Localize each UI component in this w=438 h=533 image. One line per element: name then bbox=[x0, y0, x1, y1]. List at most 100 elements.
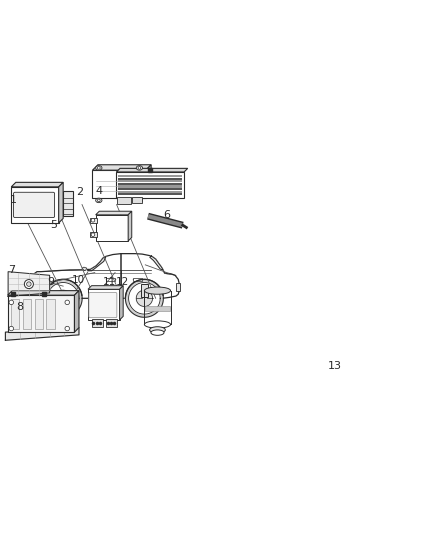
FancyBboxPatch shape bbox=[326, 318, 344, 328]
Text: 2: 2 bbox=[76, 187, 83, 197]
Ellipse shape bbox=[95, 166, 102, 170]
Bar bbox=[248, 314, 254, 321]
Ellipse shape bbox=[332, 306, 339, 315]
Bar bbox=[230, 287, 254, 316]
FancyBboxPatch shape bbox=[89, 293, 117, 318]
Polygon shape bbox=[88, 286, 123, 289]
Circle shape bbox=[65, 300, 70, 305]
Bar bbox=[259, 314, 265, 321]
Circle shape bbox=[9, 326, 14, 331]
Circle shape bbox=[98, 199, 100, 202]
FancyBboxPatch shape bbox=[322, 327, 348, 337]
Text: 10: 10 bbox=[71, 274, 85, 285]
Bar bbox=[95, 215, 128, 241]
Bar bbox=[88, 289, 120, 320]
Polygon shape bbox=[87, 256, 106, 271]
Bar bbox=[117, 172, 184, 198]
Ellipse shape bbox=[150, 327, 165, 333]
Polygon shape bbox=[11, 182, 63, 187]
Text: 8: 8 bbox=[16, 302, 23, 312]
Bar bbox=[233, 314, 238, 321]
Circle shape bbox=[249, 316, 252, 319]
Text: 12: 12 bbox=[115, 277, 129, 287]
Bar bbox=[35, 299, 43, 329]
Text: 11: 11 bbox=[103, 277, 117, 287]
Polygon shape bbox=[31, 254, 180, 298]
Polygon shape bbox=[150, 256, 163, 270]
Circle shape bbox=[91, 233, 95, 237]
Bar bbox=[118, 188, 182, 190]
Circle shape bbox=[91, 219, 95, 222]
Bar bbox=[11, 187, 59, 223]
Bar bbox=[145, 306, 170, 311]
Bar bbox=[90, 232, 96, 237]
Text: 13: 13 bbox=[328, 361, 342, 370]
Bar bbox=[176, 282, 180, 290]
Bar bbox=[141, 284, 148, 297]
Ellipse shape bbox=[145, 321, 170, 328]
Circle shape bbox=[138, 166, 141, 169]
Bar bbox=[132, 197, 142, 203]
Bar bbox=[275, 314, 281, 321]
Polygon shape bbox=[8, 272, 49, 296]
Polygon shape bbox=[74, 290, 79, 332]
FancyBboxPatch shape bbox=[231, 290, 251, 314]
Polygon shape bbox=[128, 211, 132, 241]
Bar bbox=[92, 319, 103, 327]
Circle shape bbox=[233, 316, 237, 319]
Ellipse shape bbox=[328, 303, 341, 318]
Polygon shape bbox=[82, 267, 87, 270]
Bar bbox=[118, 191, 182, 193]
Circle shape bbox=[9, 300, 14, 305]
FancyBboxPatch shape bbox=[14, 192, 55, 217]
Circle shape bbox=[276, 316, 279, 319]
Bar bbox=[46, 299, 55, 329]
Bar bbox=[23, 299, 31, 329]
Text: 4: 4 bbox=[95, 186, 102, 196]
Polygon shape bbox=[254, 284, 257, 316]
FancyBboxPatch shape bbox=[258, 290, 279, 314]
Bar bbox=[118, 185, 182, 188]
Text: 5: 5 bbox=[50, 220, 57, 230]
Circle shape bbox=[98, 166, 100, 169]
Bar bbox=[133, 278, 142, 281]
Circle shape bbox=[261, 316, 264, 319]
Text: 6: 6 bbox=[163, 211, 170, 221]
Bar bbox=[106, 319, 117, 327]
Polygon shape bbox=[95, 211, 132, 215]
Bar bbox=[8, 295, 74, 332]
Polygon shape bbox=[117, 168, 188, 172]
Bar bbox=[118, 177, 182, 180]
Ellipse shape bbox=[145, 287, 170, 294]
Bar bbox=[117, 197, 131, 205]
Bar bbox=[316, 301, 354, 354]
Polygon shape bbox=[47, 282, 79, 314]
Polygon shape bbox=[146, 165, 151, 198]
Text: 7: 7 bbox=[8, 265, 15, 275]
Ellipse shape bbox=[95, 198, 102, 203]
Ellipse shape bbox=[136, 198, 143, 203]
Bar bbox=[106, 278, 115, 281]
Circle shape bbox=[65, 326, 70, 331]
Text: 1: 1 bbox=[10, 195, 17, 205]
Polygon shape bbox=[257, 284, 284, 287]
Polygon shape bbox=[92, 165, 151, 170]
Circle shape bbox=[138, 199, 141, 202]
Text: 9: 9 bbox=[47, 277, 54, 287]
Circle shape bbox=[27, 282, 31, 286]
Bar bbox=[118, 193, 182, 196]
Polygon shape bbox=[44, 279, 82, 317]
Polygon shape bbox=[125, 279, 163, 317]
Polygon shape bbox=[55, 290, 71, 306]
Bar bbox=[257, 287, 281, 316]
Polygon shape bbox=[8, 290, 79, 295]
Circle shape bbox=[25, 280, 33, 288]
Polygon shape bbox=[129, 282, 160, 314]
Ellipse shape bbox=[151, 330, 164, 335]
Bar bbox=[118, 183, 182, 185]
Bar bbox=[92, 170, 146, 198]
Bar bbox=[32, 282, 39, 290]
FancyBboxPatch shape bbox=[322, 336, 348, 346]
Polygon shape bbox=[136, 290, 152, 306]
Bar bbox=[63, 191, 73, 216]
